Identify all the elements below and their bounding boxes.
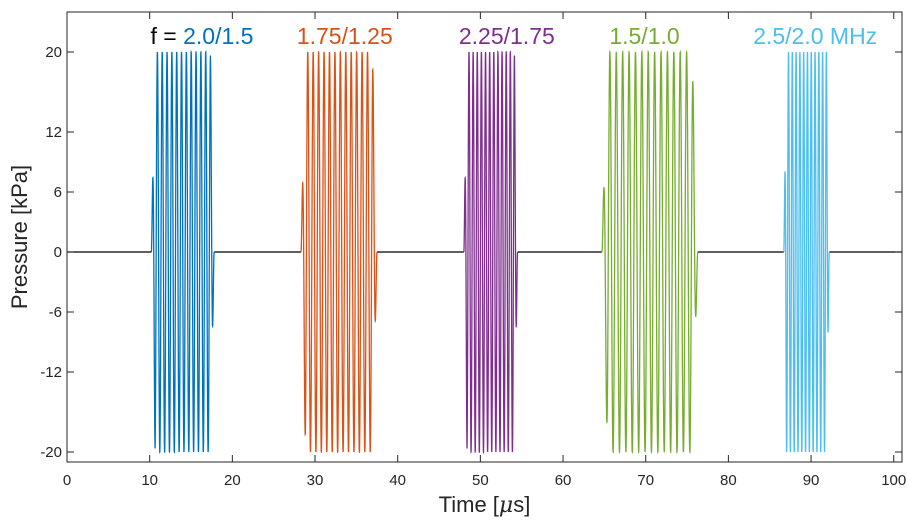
pulse-series-5 xyxy=(783,51,830,453)
x-tick-label: 70 xyxy=(637,472,654,489)
annotation-frequency: 2.5/2.0 MHz xyxy=(753,23,877,49)
x-tick-label: 40 xyxy=(389,472,406,489)
frequency-annotation: 2.5/2.0 MHz xyxy=(753,23,877,49)
y-tick-label: -12 xyxy=(40,364,62,381)
y-axis: -20 -12 -6 0 6 12 20 xyxy=(40,44,902,461)
y-tick-label: 12 xyxy=(45,124,62,141)
axes-box xyxy=(66,11,903,463)
x-tick-label: 80 xyxy=(720,472,737,489)
pulse-series-1 xyxy=(150,49,215,454)
y-axis-label: Pressure [kPa] xyxy=(7,165,32,309)
frequency-annotation: 1.75/1.25 xyxy=(297,23,393,49)
y-tick-label: -20 xyxy=(40,444,62,461)
annotation-frequency: 2.0/1.5 xyxy=(183,23,253,49)
y-tick-label: 0 xyxy=(54,244,62,261)
y-tick-label: 6 xyxy=(54,184,62,201)
x-tick-label: 50 xyxy=(472,472,489,489)
frequency-annotation: f = 2.0/1.5 xyxy=(151,23,254,49)
annotation-frequency: 1.75/1.25 xyxy=(297,23,393,49)
y-tick-label: 20 xyxy=(45,44,62,61)
x-tick-label: 100 xyxy=(881,472,906,489)
y-tick-label: -6 xyxy=(49,304,62,321)
frequency-annotations: f = 2.0/1.5 1.75/1.25 2.25/1.75 1.5/1.0 2.5/… xyxy=(151,23,878,49)
annotation-prefix: f = xyxy=(151,23,184,49)
x-tick-label: 20 xyxy=(224,472,241,489)
x-axis-label-mu: μ xyxy=(499,493,513,518)
x-tick-label: 0 xyxy=(63,472,71,489)
pulse-series-3 xyxy=(463,50,519,455)
x-tick-label: 60 xyxy=(555,472,572,489)
frequency-annotation: 2.25/1.75 xyxy=(459,23,555,49)
x-axis-label-main: Time [ xyxy=(439,492,499,517)
frequency-annotation: 1.5/1.0 xyxy=(609,23,679,49)
annotation-frequency: 1.5/1.0 xyxy=(609,23,679,49)
plot-area xyxy=(67,49,902,455)
x-tick-label: 90 xyxy=(803,472,820,489)
x-axis: 0 10 20 30 40 50 60 70 80 90 100 xyxy=(63,12,906,489)
pulse-series-2 xyxy=(300,50,378,454)
x-tick-label: 10 xyxy=(141,472,158,489)
x-axis-label-tail: s] xyxy=(513,492,530,517)
x-tick-label: 30 xyxy=(307,472,324,489)
pulse-series-4 xyxy=(601,49,699,455)
x-axis-label: Time [μs] xyxy=(439,492,531,518)
annotation-frequency: 2.25/1.75 xyxy=(459,23,555,49)
